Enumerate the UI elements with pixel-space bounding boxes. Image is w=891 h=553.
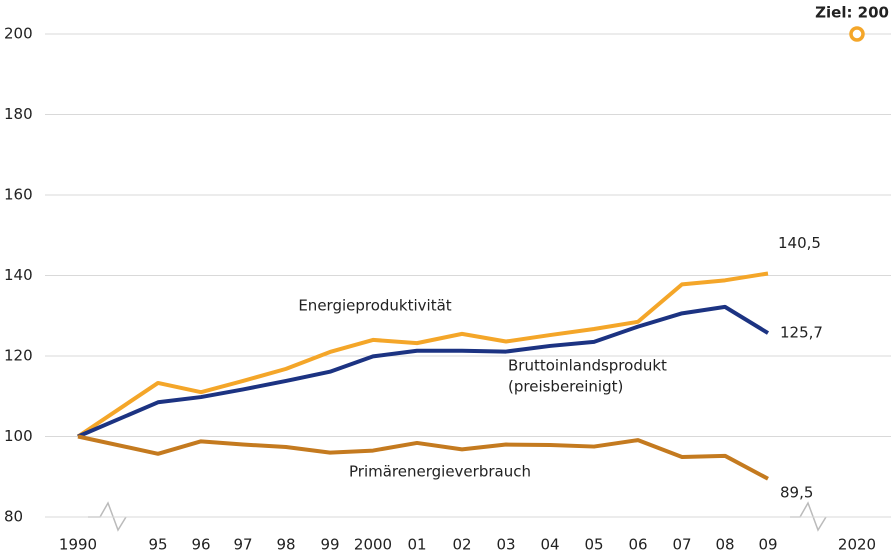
x-tick-label: 2000	[354, 536, 392, 553]
target-marker	[849, 26, 865, 42]
x-tick-label: 07	[672, 536, 691, 553]
x-tick-label: 09	[758, 536, 777, 553]
y-tick-label: 180	[4, 105, 33, 123]
value-label: 125,7	[780, 324, 823, 342]
x-tick-label: 03	[496, 536, 515, 553]
x-tick-label: 08	[715, 536, 734, 553]
series-line	[77, 434, 769, 481]
y-tick-label: 80	[4, 508, 23, 526]
x-tick-label: 05	[584, 536, 603, 553]
x-tick-label: 97	[233, 536, 252, 553]
x-tick-label: 1990	[59, 536, 97, 553]
x-tick-label: 06	[628, 536, 647, 553]
y-tick-label: 120	[4, 347, 33, 365]
x-tick-label: 96	[191, 536, 210, 553]
series-line	[77, 304, 770, 439]
y-tick-label: 160	[4, 186, 33, 204]
target-label: Ziel: 200	[815, 4, 889, 22]
y-tick-label: 100	[4, 427, 33, 445]
value-label: 89,5	[780, 483, 813, 501]
x-tick-label: 2020	[838, 536, 876, 553]
series-label: (preisbereinigt)	[508, 378, 623, 396]
x-tick-label: 02	[452, 536, 471, 553]
x-tick-label: 01	[407, 536, 426, 553]
series-label: Energieproduktivität	[298, 297, 451, 315]
x-tick-label: 95	[148, 536, 167, 553]
series-label: Primärenergieverbrauch	[349, 463, 531, 481]
series-line	[76, 271, 769, 439]
y-tick-label: 200	[4, 25, 33, 43]
series-label: Bruttoinlandsprodukt	[508, 357, 667, 375]
y-tick-label: 140	[4, 266, 33, 284]
x-tick-label: 98	[276, 536, 295, 553]
x-tick-label: 99	[320, 536, 339, 553]
x-tick-label: 04	[540, 536, 559, 553]
value-label: 140,5	[778, 234, 821, 252]
